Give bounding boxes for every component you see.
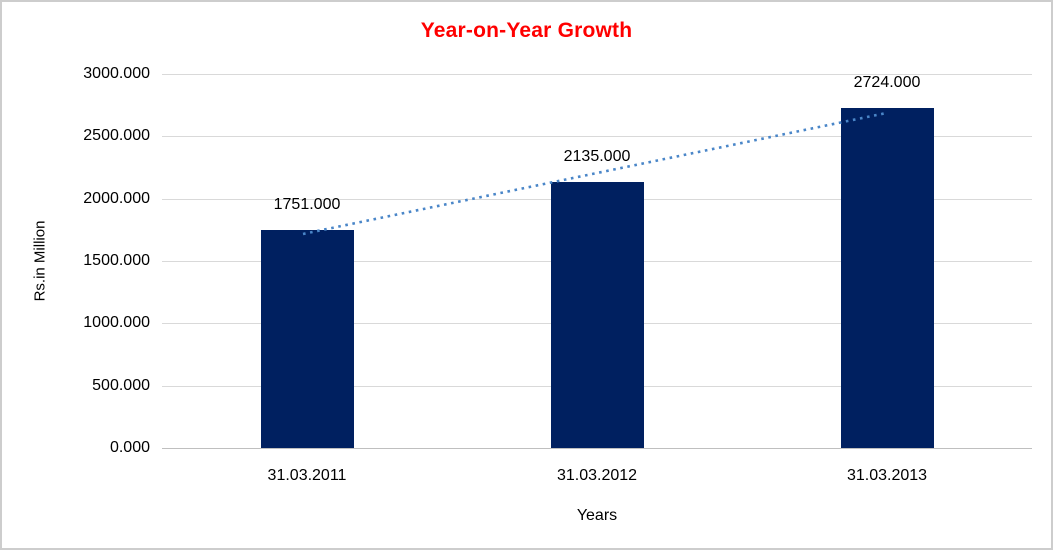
bar-data-label: 2135.000 [563,147,631,165]
bar-data-label: 2724.000 [853,74,921,92]
y-gridline [162,74,1032,75]
bar [550,181,644,448]
x-axis-line [162,448,1032,449]
x-tick-label: 31.03.2012 [556,467,638,484]
y-tick-label: 0.000 [109,439,150,456]
y-tick-label: 1000.000 [83,314,150,331]
bar [840,108,934,448]
bar-data-label: 1751.000 [273,195,341,213]
x-tick-label: 31.03.2011 [267,467,347,484]
y-tick-label: 2500.000 [83,127,150,144]
bar [260,229,354,448]
y-tick-label: 500.000 [92,377,150,394]
x-tick-label: 31.03.2013 [846,467,928,484]
y-tick-label: 1500.000 [83,252,150,269]
chart-title: Year-on-Year Growth [420,19,633,42]
y-tick-label: 2000.000 [83,190,150,207]
y-tick-label: 3000.000 [83,65,150,82]
x-axis-title: Years [576,507,618,524]
